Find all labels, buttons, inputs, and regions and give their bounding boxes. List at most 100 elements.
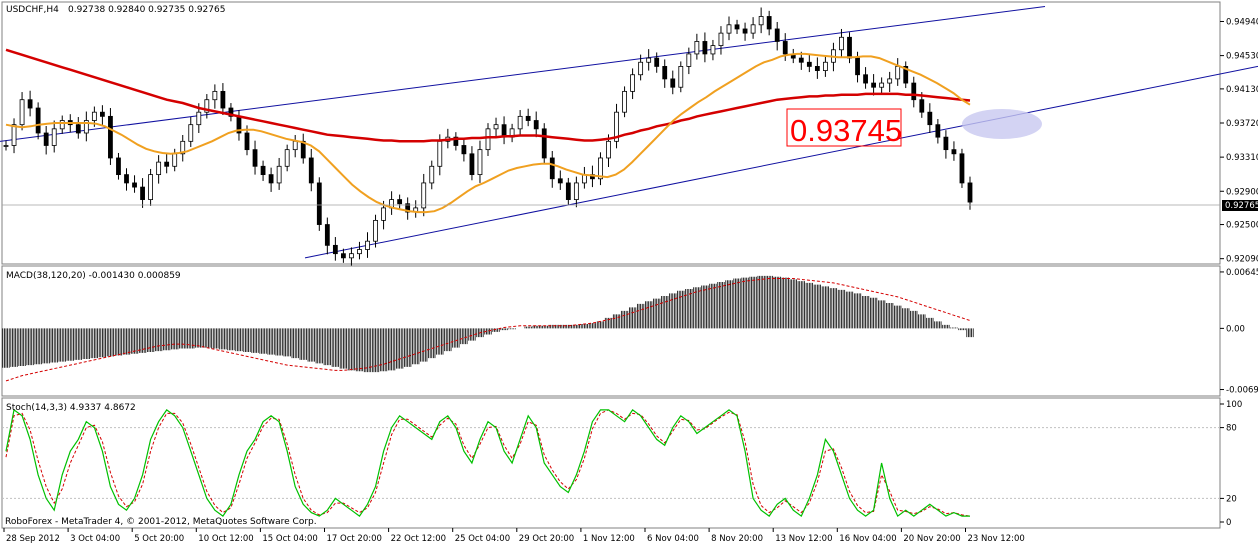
macd-title: MACD(38,120,20) -0.001430 0.000859 — [6, 271, 181, 281]
candle-body — [662, 66, 668, 80]
candle-body — [646, 57, 652, 63]
candle-body — [911, 82, 917, 101]
macd-panel: MACD(38,120,20) -0.001430 0.000859 0.006… — [1, 265, 1258, 397]
candle-body — [766, 16, 772, 30]
ma-slow-line — [5, 48, 971, 143]
candle-body — [19, 99, 25, 126]
candle-body — [485, 128, 491, 151]
candle-body — [324, 224, 330, 246]
candle-body — [839, 36, 844, 51]
candle-body — [959, 153, 965, 184]
candle-body — [316, 182, 322, 225]
ma-fast-line — [5, 52, 971, 214]
candle-body — [686, 53, 692, 67]
candle-body — [91, 111, 97, 121]
candle-body — [726, 24, 732, 34]
stoch-main-line — [5, 408, 970, 518]
candle-body — [782, 41, 788, 55]
candle-body — [100, 111, 105, 117]
candle-body — [365, 240, 370, 250]
stoch-y-tick-label: 0 — [1226, 518, 1231, 528]
candle-body — [332, 244, 338, 255]
macd-histogram — [2, 275, 974, 373]
candle-body — [228, 107, 234, 117]
candle-body — [220, 90, 226, 109]
stoch-y-tick-label: 20 — [1226, 494, 1237, 504]
candle-body — [895, 66, 901, 80]
current-price-value: 0.92765 — [1225, 201, 1258, 211]
x-tick-label: 1 Nov 12:00 — [583, 534, 635, 544]
x-tick-label: 6 Nov 04:00 — [647, 534, 699, 544]
candle-body — [702, 41, 708, 55]
candle-body — [308, 157, 314, 184]
candle-body — [27, 99, 33, 109]
main-y-tick-label: 0.92500 — [1226, 221, 1258, 231]
candle-body — [606, 140, 611, 159]
main-y-tick-label: 0.94130 — [1226, 85, 1258, 95]
main-y-tick-label: 0.94530 — [1226, 52, 1258, 62]
x-tick-label: 20 Nov 20:00 — [903, 534, 960, 544]
candle-body — [429, 165, 435, 184]
candle-body — [260, 165, 266, 176]
candle-body — [525, 115, 531, 121]
annotation-box — [786, 108, 902, 147]
candle-body — [493, 124, 499, 130]
candle-body — [694, 41, 700, 55]
x-axis: 28 Sep 2012 3 Oct 04:00 5 Oct 20:00 10 Oct … — [3, 528, 1025, 544]
candle-body — [710, 45, 716, 55]
macd-y-tick-label: -0.00699 — [1226, 386, 1258, 396]
main-y-tick-label: 0.92090 — [1226, 255, 1258, 265]
channel-lower-line — [304, 65, 1258, 259]
candle-body — [951, 149, 957, 155]
candle-body — [638, 61, 644, 76]
candle-body — [734, 24, 740, 30]
main-y-axis: 0.94940 0.94530 0.94130 0.93720 0.93310 0.929… — [1220, 17, 1258, 265]
candle-body — [871, 82, 876, 88]
candle-body — [879, 82, 885, 88]
candle-body — [798, 57, 804, 63]
candle-body — [268, 174, 274, 184]
candle-body — [284, 149, 290, 167]
x-tick-label: 3 Oct 04:00 — [70, 534, 120, 544]
candle-body — [670, 78, 676, 88]
candle-body — [943, 136, 949, 151]
candle-body — [622, 90, 627, 113]
candle-body — [469, 153, 475, 176]
candle-body — [630, 74, 635, 92]
candle-body — [533, 120, 539, 130]
stoch-grid — [2, 427, 1220, 499]
main-title: USDCHF,H4 — [6, 5, 59, 15]
x-tick-label: 23 Nov 12:00 — [968, 534, 1025, 544]
x-tick-label: 15 Oct 04:00 — [262, 534, 317, 544]
candle-body — [381, 207, 386, 221]
candle-body — [349, 253, 354, 259]
candle-body — [252, 149, 258, 167]
candle-body — [742, 28, 748, 34]
candle-body — [43, 132, 49, 146]
candle-body — [59, 120, 65, 130]
candle-body — [132, 182, 137, 188]
candle-body — [140, 186, 145, 200]
candle-body — [405, 203, 411, 213]
candle-body — [758, 16, 764, 26]
candle-body — [814, 66, 820, 71]
main-y-tick-label: 0.94940 — [1226, 17, 1258, 27]
candle-body — [421, 182, 427, 209]
stoch-panel: Stoch(14,3,3) 4.9337 4.8672 RoboForex - … — [1, 397, 1242, 529]
candle-body — [51, 128, 57, 146]
macd-y-tick-label: 0.00645 — [1226, 268, 1258, 278]
candle-body — [919, 99, 925, 113]
candle-body — [549, 157, 555, 180]
candle-body — [164, 161, 170, 167]
candle-body — [373, 219, 378, 242]
candle-body — [967, 182, 973, 203]
candle-body — [654, 57, 660, 67]
candle-body — [357, 249, 362, 255]
x-tick-label: 10 Oct 12:00 — [198, 534, 253, 544]
highlight-ellipse — [962, 109, 1042, 139]
current-price-tag — [1222, 200, 1258, 211]
channel-upper-line — [0, 6, 1046, 142]
candle-body — [806, 61, 812, 67]
candle-body — [614, 111, 619, 142]
